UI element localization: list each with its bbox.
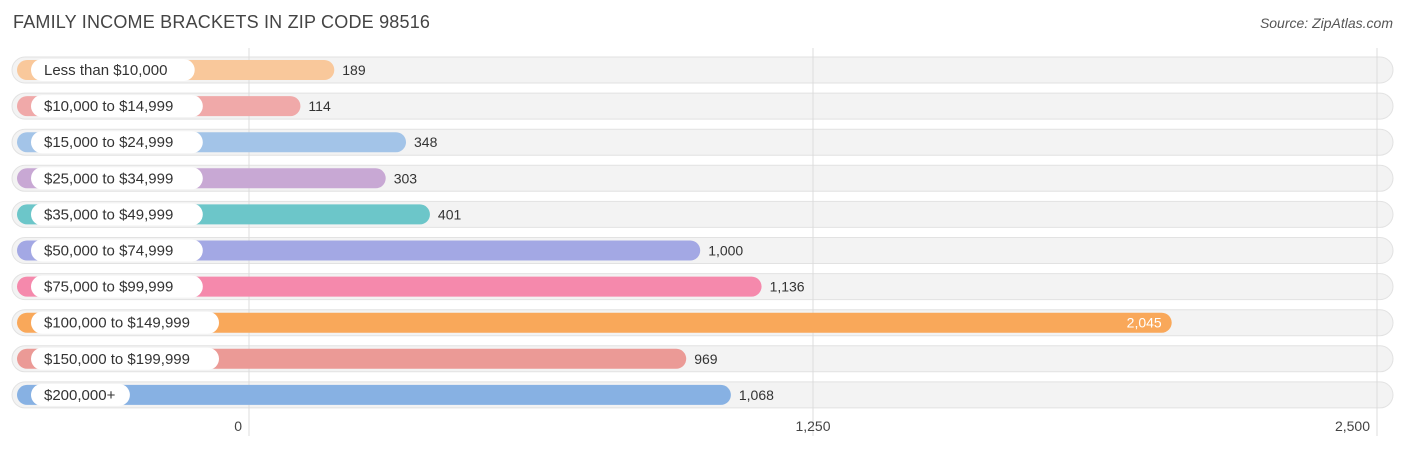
value-label: 348 xyxy=(414,134,438,150)
category-label: $25,000 to $34,999 xyxy=(44,170,173,187)
category-label-bg xyxy=(31,59,195,81)
bar xyxy=(17,384,731,405)
category-label-bg xyxy=(31,275,203,298)
source-note: Source: ZipAtlas.com xyxy=(1259,15,1393,31)
category-label: $35,000 to $49,999 xyxy=(44,206,173,223)
value-label: 189 xyxy=(342,62,366,78)
bar xyxy=(17,312,1172,333)
category-label: Less than $10,000 xyxy=(44,62,167,79)
value-label: 401 xyxy=(438,206,462,222)
category-label: $200,000+ xyxy=(44,387,116,404)
value-label: 1,000 xyxy=(708,243,743,259)
category-label: $15,000 to $24,999 xyxy=(44,134,173,151)
category-label-bg xyxy=(31,203,203,226)
value-label: 303 xyxy=(394,170,418,186)
category-label-bg xyxy=(31,347,219,370)
category-label-bg xyxy=(31,239,203,262)
category-label: $50,000 to $74,999 xyxy=(44,243,173,260)
category-label-bg xyxy=(31,167,203,190)
category-label-bg xyxy=(31,311,219,334)
x-tick-label: 2,500 xyxy=(1335,418,1370,434)
category-label: $10,000 to $14,999 xyxy=(44,98,173,115)
category-label-bg xyxy=(31,131,203,154)
category-label: $100,000 to $149,999 xyxy=(44,315,190,332)
value-label: 114 xyxy=(308,98,331,114)
category-label: $150,000 to $199,999 xyxy=(44,351,190,368)
x-tick-label: 0 xyxy=(234,418,242,434)
x-tick-label: 1,250 xyxy=(795,418,830,434)
chart-title: FAMILY INCOME BRACKETS IN ZIP CODE 98516 xyxy=(13,12,431,32)
row-track xyxy=(11,56,1394,84)
bar xyxy=(17,276,762,297)
category-label-bg xyxy=(31,383,130,406)
category-label-bg xyxy=(31,95,203,118)
row-track xyxy=(11,92,1394,120)
value-label: 2,045 xyxy=(1127,315,1162,331)
value-label: 1,136 xyxy=(770,279,805,295)
value-label: 969 xyxy=(694,351,718,367)
value-label: 1,068 xyxy=(739,387,774,403)
category-label: $75,000 to $99,999 xyxy=(44,279,173,296)
